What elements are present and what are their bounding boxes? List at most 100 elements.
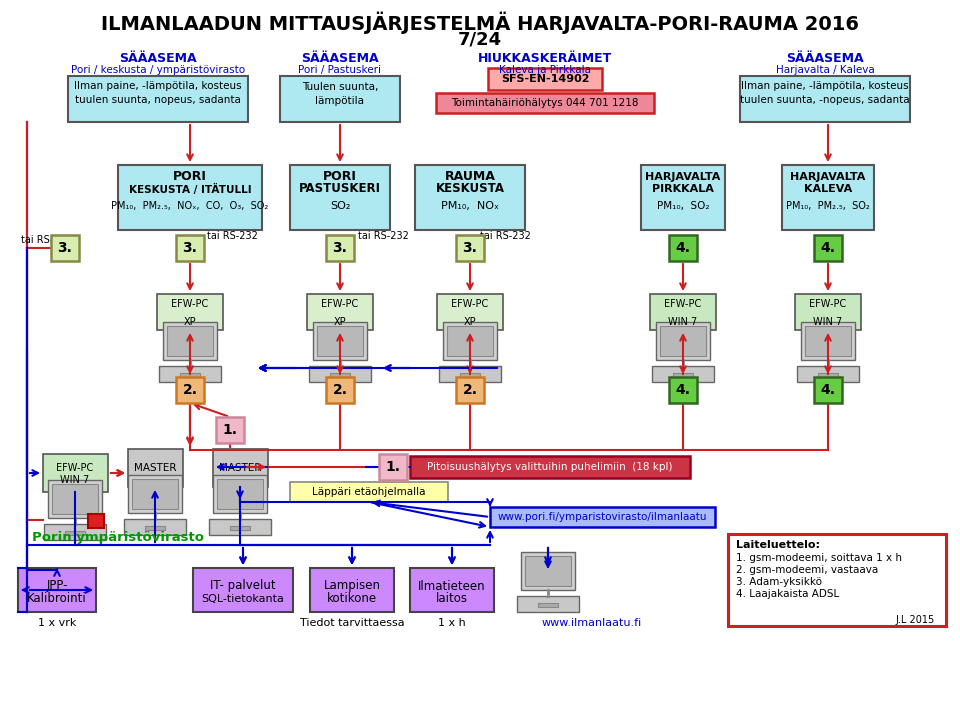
Text: Pori / keskusta / ympäristövirasto: Pori / keskusta / ympäristövirasto — [71, 65, 245, 75]
Text: HARJAVALTA: HARJAVALTA — [790, 172, 866, 182]
Bar — [437, 294, 503, 330]
Bar — [167, 326, 213, 356]
Bar — [525, 556, 571, 586]
Bar — [307, 294, 373, 330]
Bar — [456, 235, 484, 261]
Bar — [180, 373, 200, 377]
Bar — [795, 294, 861, 330]
Bar — [65, 531, 85, 535]
Text: Ilman paine, -lämpötila, kosteus
tuulen suunta, nopeus, sadanta: Ilman paine, -lämpötila, kosteus tuulen … — [74, 81, 242, 104]
Text: tai RS-232: tai RS-232 — [20, 235, 71, 245]
Text: XP: XP — [183, 317, 196, 327]
Bar — [128, 449, 183, 487]
Text: RAUMA: RAUMA — [444, 171, 495, 184]
Text: 2.: 2. — [332, 383, 348, 397]
Text: PM₁₀,  SO₂: PM₁₀, SO₂ — [657, 201, 709, 211]
Bar — [439, 366, 501, 382]
Text: PASTUSKERI: PASTUSKERI — [299, 182, 381, 196]
Text: www.pori.fi/ymparistovirasto/ilmanlaatu: www.pori.fi/ymparistovirasto/ilmanlaatu — [497, 512, 707, 522]
Bar — [538, 603, 558, 607]
Text: SÄÄASEMA: SÄÄASEMA — [786, 53, 864, 66]
Bar — [118, 165, 262, 230]
Text: WIN 7: WIN 7 — [668, 317, 698, 327]
Bar — [801, 322, 855, 360]
Text: laitos: laitos — [436, 593, 468, 606]
Bar — [669, 377, 697, 403]
Bar — [145, 526, 165, 530]
Bar — [68, 76, 248, 122]
Bar — [656, 322, 710, 360]
Text: 1 x h: 1 x h — [438, 618, 466, 628]
Text: XP: XP — [334, 317, 347, 327]
Bar — [660, 326, 706, 356]
Bar — [410, 568, 494, 612]
Text: 2.: 2. — [463, 383, 477, 397]
Bar — [159, 366, 221, 382]
Text: 3. Adam-yksikkö: 3. Adam-yksikkö — [736, 577, 822, 587]
Bar — [805, 326, 851, 356]
Bar — [290, 482, 448, 502]
Bar — [669, 235, 697, 261]
Bar — [43, 454, 108, 492]
Text: 3.: 3. — [463, 241, 477, 255]
Bar — [782, 165, 874, 230]
Text: Kaleva ja Pirkkala: Kaleva ja Pirkkala — [499, 65, 591, 75]
Text: Tiedot tarvittaessa: Tiedot tarvittaessa — [300, 618, 404, 628]
Text: MASTER: MASTER — [133, 463, 177, 473]
Text: Lampisen: Lampisen — [324, 580, 380, 593]
Text: 4.: 4. — [821, 241, 835, 255]
Bar — [163, 322, 217, 360]
Text: 1.: 1. — [223, 423, 237, 437]
Text: PM₁₀,  NOₓ: PM₁₀, NOₓ — [441, 201, 499, 211]
Text: 4.: 4. — [821, 383, 835, 397]
Text: Ilman paine, -lämpötila, kosteus
tuulen suunta, -nopeus, sadanta: Ilman paine, -lämpötila, kosteus tuulen … — [740, 81, 910, 104]
Text: 3.: 3. — [332, 241, 348, 255]
Text: Ilmatieteen: Ilmatieteen — [419, 580, 486, 593]
Text: HIUKKASKERÄIMET: HIUKKASKERÄIMET — [478, 53, 612, 66]
Text: KESKUSTA: KESKUSTA — [436, 182, 505, 196]
Bar — [52, 484, 98, 514]
Bar — [48, 480, 102, 518]
Text: J.L 2015: J.L 2015 — [896, 615, 935, 625]
Bar — [213, 475, 267, 513]
Bar — [728, 534, 946, 626]
Text: kotikone: kotikone — [327, 593, 377, 606]
Bar — [521, 552, 575, 590]
Text: EFW-PC: EFW-PC — [57, 463, 94, 473]
Bar — [814, 235, 842, 261]
Text: PM₁₀,  PM₂.₅,  NOₓ,  CO,  O₃,  SO₂: PM₁₀, PM₂.₅, NOₓ, CO, O₃, SO₂ — [111, 201, 269, 211]
Bar — [124, 519, 186, 535]
Bar — [818, 373, 838, 377]
Bar — [309, 366, 371, 382]
Bar — [317, 326, 363, 356]
Text: EFW-PC: EFW-PC — [809, 299, 847, 309]
Text: EFW-PC: EFW-PC — [322, 299, 359, 309]
Text: MASTER: MASTER — [219, 463, 261, 473]
Bar — [488, 68, 602, 90]
Bar — [18, 568, 96, 612]
Bar — [379, 454, 407, 480]
Text: 1. gsm-modeemi, soittava 1 x h: 1. gsm-modeemi, soittava 1 x h — [736, 553, 902, 563]
Bar — [51, 235, 79, 261]
Text: 3.: 3. — [58, 241, 72, 255]
Bar — [814, 377, 842, 403]
Text: Harjavalta / Kaleva: Harjavalta / Kaleva — [776, 65, 875, 75]
Text: SFS-EN-14902: SFS-EN-14902 — [501, 74, 589, 84]
Text: tai RS-232: tai RS-232 — [206, 231, 257, 241]
Text: 3.: 3. — [182, 241, 198, 255]
Bar — [797, 366, 859, 382]
Text: Tuulen suunta,
lämpötila: Tuulen suunta, lämpötila — [301, 82, 378, 106]
Text: WIN 7: WIN 7 — [813, 317, 843, 327]
Bar — [193, 568, 293, 612]
Bar — [230, 526, 250, 530]
Text: EFW-PC: EFW-PC — [451, 299, 489, 309]
Text: KESKUSTA / ITÄTULLI: KESKUSTA / ITÄTULLI — [129, 184, 252, 194]
Bar — [88, 514, 104, 528]
Text: KALEVA: KALEVA — [804, 184, 852, 194]
Text: EFW-PC: EFW-PC — [172, 299, 208, 309]
Text: PORI: PORI — [173, 171, 207, 184]
Bar — [410, 456, 690, 478]
Bar — [490, 507, 715, 527]
Bar — [456, 377, 484, 403]
Text: Kalibrointi: Kalibrointi — [27, 593, 86, 606]
